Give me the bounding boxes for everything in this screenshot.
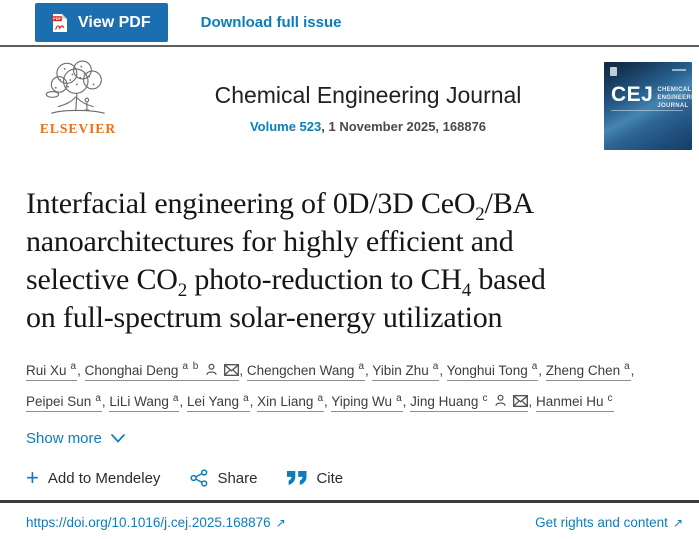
top-toolbar: PDF View PDF Download full issue: [0, 0, 699, 47]
author-link[interactable]: Rui Xu a: [26, 361, 85, 381]
cite-button[interactable]: Cite: [287, 470, 343, 487]
envelope-icon: [224, 363, 240, 376]
author-link[interactable]: Zheng Chen a: [545, 361, 634, 381]
title-line: nanoarchitectures for highly efficient a…: [26, 225, 514, 258]
elsevier-logo: ELSEVIER: [24, 60, 132, 137]
bottom-divider: [0, 500, 699, 503]
cite-quote-icon: [287, 471, 307, 485]
pdf-icon: PDF: [52, 13, 67, 32]
add-to-mendeley-label: Add to Mendeley: [47, 469, 161, 487]
journal-cover-thumbnail[interactable]: CEJ CHEMICAL ENGINEERING JOURNAL: [604, 62, 692, 150]
download-full-issue-link[interactable]: Download full issue: [200, 14, 342, 31]
external-link-icon: ↗: [672, 516, 683, 530]
author-link[interactable]: Jing Huang c: [410, 393, 536, 412]
envelope-icon: [513, 395, 529, 407]
author-link[interactable]: Chonghai Deng a b: [84, 361, 247, 381]
article-title: Interfacial engineering of 0D/3D CeO2/BA…: [26, 185, 675, 337]
show-more-label: Show more: [26, 430, 102, 447]
person-icon: [206, 363, 217, 375]
volume-link[interactable]: Volume 523: [249, 119, 322, 134]
share-button[interactable]: Share: [190, 469, 257, 487]
cover-divider: [611, 110, 683, 111]
journal-header: ELSEVIER Chemical Engineering Journal Vo…: [0, 47, 699, 165]
author-link[interactable]: Yibin Zhu a: [372, 361, 447, 381]
author-link[interactable]: LiLi Wang a: [109, 393, 187, 412]
journal-title-link[interactable]: Chemical Engineering Journal: [214, 82, 522, 108]
title-line: Interfacial engineering of 0D/3D CeO2/BA: [26, 187, 535, 225]
elsevier-wordmark: ELSEVIER: [39, 121, 117, 136]
share-icon: [190, 469, 208, 487]
doi-link[interactable]: https://doi.org/10.1016/j.cej.2025.16887…: [26, 515, 286, 530]
cover-journal-name: CHEMICAL ENGINEERING JOURNAL: [657, 87, 692, 109]
author-link[interactable]: Lei Yang a: [187, 393, 257, 412]
external-link-icon: ↗: [275, 516, 286, 530]
person-icon: [495, 394, 507, 406]
author-link[interactable]: Peipei Sun a: [26, 393, 109, 412]
view-pdf-button[interactable]: PDF View PDF: [35, 3, 168, 42]
issue-meta: , 1 November 2025, 168876: [321, 119, 487, 134]
author-link[interactable]: Chengchen Wang a: [246, 361, 372, 381]
view-pdf-label: View PDF: [78, 13, 151, 31]
cover-issue-line: [672, 69, 686, 71]
author-link[interactable]: Yonghui Tong a: [446, 361, 546, 381]
cover-acronym: CEJ: [611, 83, 654, 106]
volume-issue-line: Volume 523, 1 November 2025, 168876: [132, 119, 604, 134]
show-more-button[interactable]: Show more: [26, 430, 125, 447]
title-line: on full-spectrum solar-energy utilizatio…: [26, 301, 503, 334]
author-link[interactable]: Hanmei Hu c: [535, 393, 614, 412]
journal-info: Chemical Engineering Journal Volume 523,…: [132, 60, 604, 134]
cover-publisher-mark: [610, 67, 617, 76]
pdf-badge-text: PDF: [53, 16, 61, 21]
add-to-mendeley-button[interactable]: + Add to Mendeley: [26, 465, 161, 490]
title-line: selective CO2 photo-reduction to CH4 bas…: [26, 263, 546, 301]
plus-icon: +: [26, 465, 39, 490]
chevron-down-icon: [111, 434, 125, 443]
footer-links: https://doi.org/10.1016/j.cej.2025.16887…: [26, 515, 683, 530]
elsevier-tree-icon: [45, 60, 105, 114]
rights-and-content-link[interactable]: Get rights and content ↗: [535, 515, 683, 530]
author-link[interactable]: Yiping Wu a: [331, 393, 410, 412]
cite-label: Cite: [316, 469, 344, 487]
share-label: Share: [217, 469, 258, 487]
author-link[interactable]: Xin Liang a: [257, 393, 331, 412]
action-bar: + Add to Mendeley Share Cite: [26, 465, 673, 490]
